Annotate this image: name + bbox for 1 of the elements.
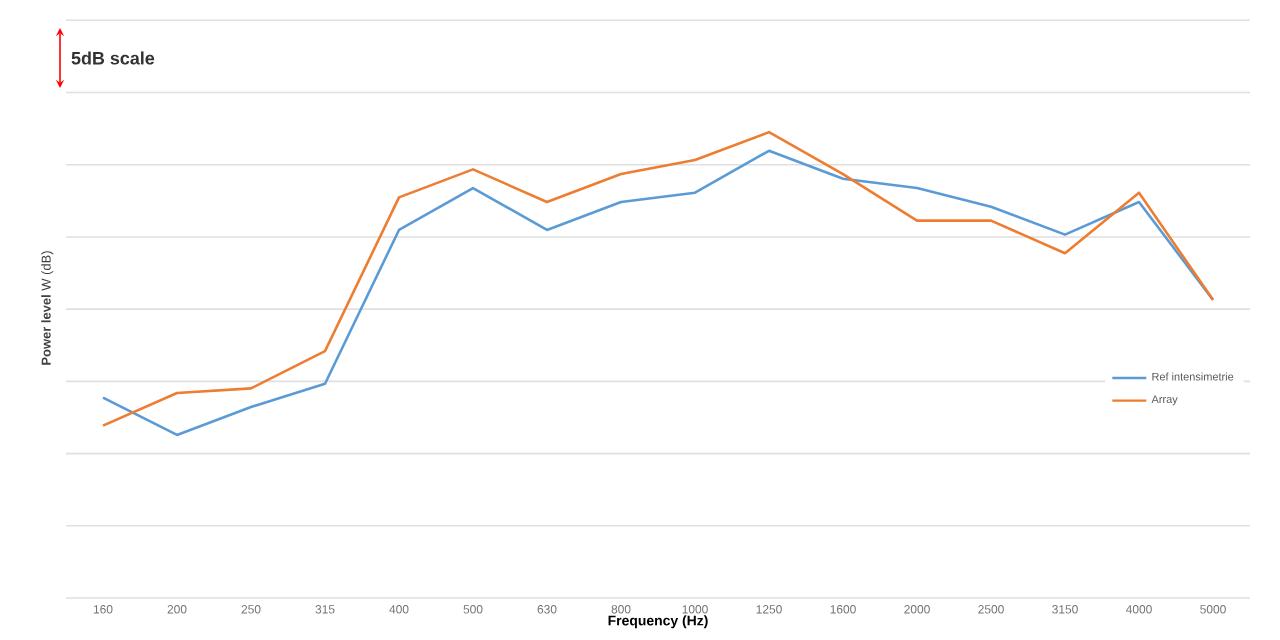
text: 5dB scale bbox=[71, 51, 155, 65]
